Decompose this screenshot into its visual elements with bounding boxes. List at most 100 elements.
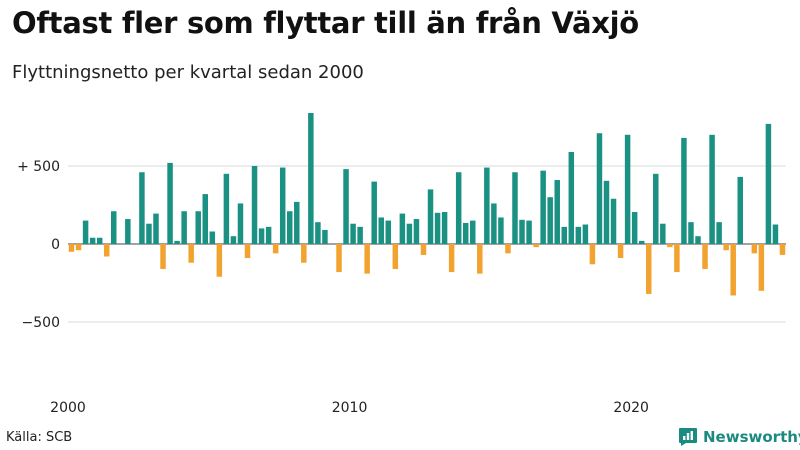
bar (751, 244, 758, 254)
bar (202, 194, 209, 244)
bar (392, 244, 399, 269)
bar (413, 219, 420, 244)
bar (322, 229, 328, 244)
bar (575, 226, 582, 244)
bar (709, 134, 715, 244)
bar (498, 217, 504, 244)
bar (258, 228, 265, 244)
bar (216, 244, 223, 277)
bar (125, 219, 131, 244)
bar (765, 123, 772, 244)
bar (230, 236, 237, 244)
bar (505, 244, 511, 254)
bar (75, 244, 82, 251)
bar (279, 167, 286, 244)
bar (82, 220, 89, 244)
bar (547, 197, 553, 244)
y-tick-label: −500 (22, 315, 60, 331)
bar (561, 226, 568, 244)
bar (68, 244, 75, 252)
bar (681, 137, 687, 244)
bar (512, 172, 518, 244)
bar (160, 244, 166, 269)
bar (688, 222, 694, 244)
bar (378, 217, 384, 244)
bar (406, 223, 413, 244)
bar (301, 244, 307, 263)
bar (448, 244, 455, 273)
bar (702, 244, 708, 269)
bar (589, 244, 596, 265)
bar (716, 222, 722, 244)
bar (730, 244, 736, 296)
bar (371, 181, 377, 244)
bar (434, 212, 441, 244)
bar (758, 244, 765, 291)
bar (779, 244, 786, 255)
bar (315, 222, 321, 244)
bar (533, 244, 539, 248)
bar (188, 244, 194, 263)
bar (462, 222, 469, 244)
bar (209, 231, 216, 244)
bar (399, 213, 406, 244)
chart-title: Oftast fler som flyttar till än från Väx… (12, 6, 639, 40)
bar (237, 203, 244, 244)
bar (223, 173, 230, 244)
bar (772, 224, 779, 244)
chart-subtitle: Flyttningsnetto per kvartal sedan 2000 (12, 62, 364, 83)
bar (308, 112, 314, 245)
bar (139, 172, 145, 244)
bar (336, 244, 342, 273)
bar (174, 240, 180, 244)
bar (737, 176, 743, 244)
bar (667, 244, 673, 248)
bar (723, 244, 729, 251)
bar (286, 211, 293, 244)
bar (350, 223, 356, 244)
bar (484, 167, 490, 244)
bar (617, 244, 624, 259)
newsworthy-logo-icon (679, 428, 697, 446)
bar (153, 213, 159, 244)
bar (645, 244, 652, 294)
bar (653, 173, 659, 244)
bar (294, 201, 300, 244)
bar (455, 172, 462, 244)
bar (631, 212, 638, 244)
x-axis-ticks: 2000 2010 2020 (50, 400, 649, 416)
source-note: Källa: SCB (6, 430, 73, 445)
newsworthy-brand[interactable]: Newsworthy (678, 427, 800, 447)
bar (695, 236, 701, 244)
bar (582, 224, 589, 244)
y-axis-ticks: + 500 0 −500 (17, 159, 60, 331)
bar (272, 244, 279, 254)
bar (103, 244, 110, 257)
brand-name: Newsworthy (703, 428, 800, 446)
bar (420, 244, 427, 255)
bar (343, 169, 349, 244)
bar (181, 211, 187, 244)
bar (167, 162, 173, 244)
bar (385, 220, 392, 244)
bar (364, 244, 370, 274)
bar (554, 180, 560, 244)
bar (568, 151, 575, 244)
bar (265, 226, 272, 244)
x-tick-label: 2020 (613, 400, 649, 416)
gridlines (68, 165, 786, 323)
bar (96, 237, 103, 244)
bar (638, 240, 645, 244)
bar (596, 133, 603, 244)
bar (519, 219, 525, 244)
bar (244, 244, 251, 259)
bar (660, 223, 666, 244)
bar (111, 211, 117, 244)
y-tick-label: 0 (51, 237, 60, 253)
y-tick-label: + 500 (17, 159, 60, 175)
bar (470, 220, 476, 244)
bar (477, 244, 483, 274)
bar (491, 203, 497, 244)
x-tick-label: 2000 (50, 400, 86, 416)
